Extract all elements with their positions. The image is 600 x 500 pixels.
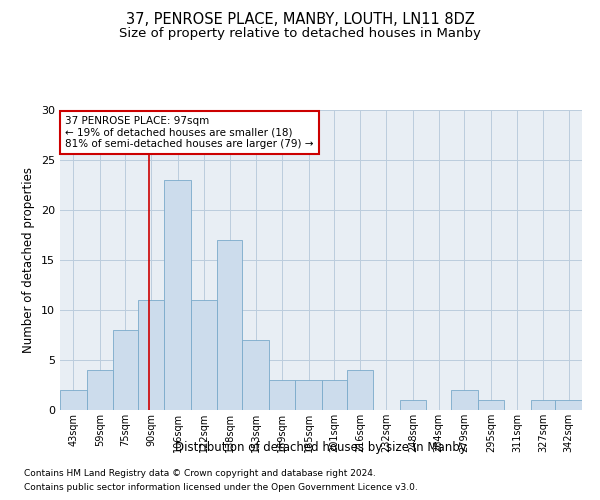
Bar xyxy=(451,390,478,410)
Bar xyxy=(322,380,347,410)
Text: 37, PENROSE PLACE, MANBY, LOUTH, LN11 8DZ: 37, PENROSE PLACE, MANBY, LOUTH, LN11 8D… xyxy=(125,12,475,28)
Bar xyxy=(269,380,295,410)
Bar xyxy=(556,400,582,410)
Text: Size of property relative to detached houses in Manby: Size of property relative to detached ho… xyxy=(119,28,481,40)
Bar xyxy=(164,180,191,410)
Bar xyxy=(400,400,426,410)
Bar xyxy=(347,370,373,410)
Text: Contains public sector information licensed under the Open Government Licence v3: Contains public sector information licen… xyxy=(24,484,418,492)
Bar xyxy=(530,400,556,410)
Bar xyxy=(217,240,242,410)
Bar xyxy=(191,300,217,410)
Bar xyxy=(242,340,269,410)
Bar xyxy=(138,300,164,410)
Text: Contains HM Land Registry data © Crown copyright and database right 2024.: Contains HM Land Registry data © Crown c… xyxy=(24,468,376,477)
Text: Distribution of detached houses by size in Manby: Distribution of detached houses by size … xyxy=(175,441,467,454)
Y-axis label: Number of detached properties: Number of detached properties xyxy=(22,167,35,353)
Bar xyxy=(113,330,138,410)
Text: 37 PENROSE PLACE: 97sqm
← 19% of detached houses are smaller (18)
81% of semi-de: 37 PENROSE PLACE: 97sqm ← 19% of detache… xyxy=(65,116,314,149)
Bar xyxy=(478,400,504,410)
Bar xyxy=(86,370,113,410)
Bar xyxy=(60,390,86,410)
Bar xyxy=(295,380,322,410)
